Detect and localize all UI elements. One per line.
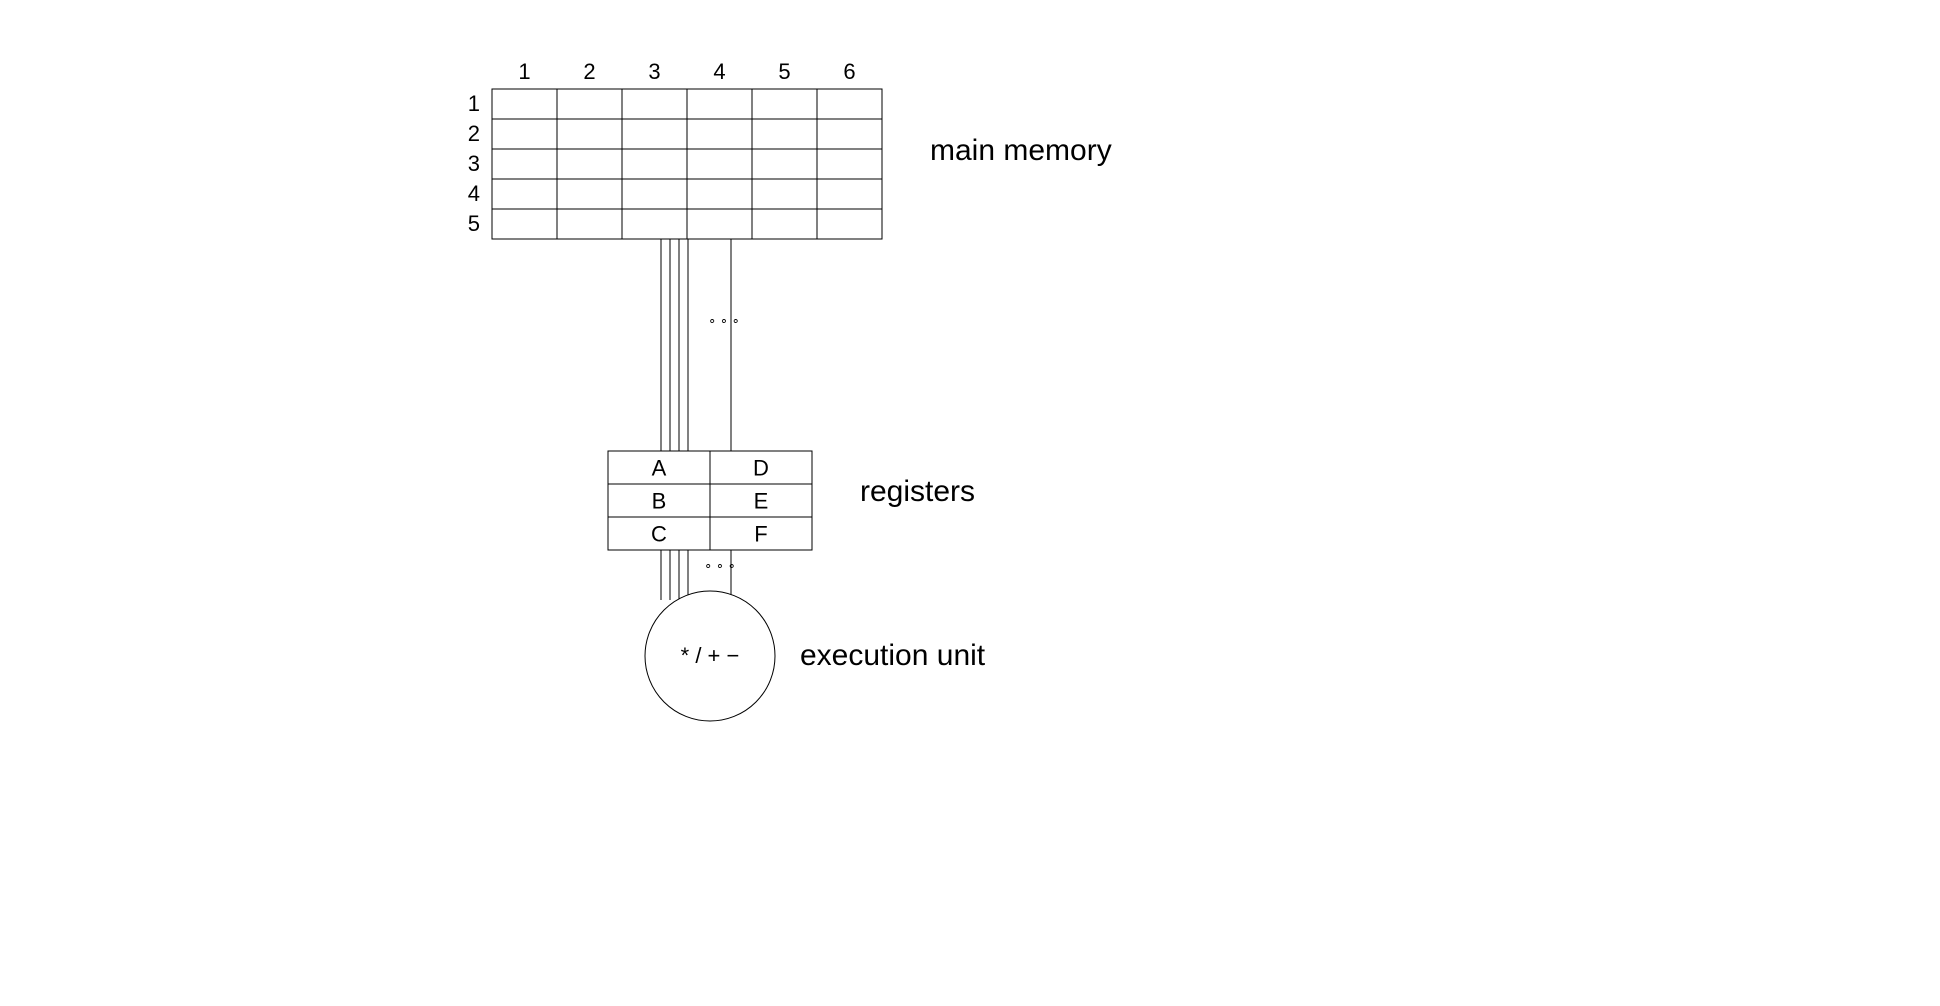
register-cell: C (651, 522, 667, 547)
register-cell: E (754, 489, 769, 514)
memory-row-label: 1 (468, 91, 480, 116)
bus1-ellipsis: ∘ ∘ ∘ (708, 313, 740, 328)
register-cell: D (753, 456, 769, 481)
memory-col-label: 1 (518, 59, 530, 84)
memory-col-label: 2 (583, 59, 595, 84)
memory-title: main memory (930, 134, 1112, 167)
memory-col-label: 6 (843, 59, 855, 84)
register-cell: B (652, 489, 667, 514)
bus2-ellipsis: ∘ ∘ ∘ (704, 558, 736, 573)
memory-row-label: 5 (468, 211, 480, 236)
registers-title: registers (860, 475, 975, 508)
register-cell: A (652, 456, 667, 481)
memory-col-label: 3 (648, 59, 660, 84)
execution-unit-title: execution unit (800, 639, 986, 672)
memory-row-label: 3 (468, 151, 480, 176)
register-cell: F (754, 522, 767, 547)
memory-row-label: 4 (468, 181, 480, 206)
memory-col-label: 5 (778, 59, 790, 84)
execution-unit-ops: * / + − (681, 643, 740, 668)
memory-row-label: 2 (468, 121, 480, 146)
memory-col-label: 4 (713, 59, 725, 84)
